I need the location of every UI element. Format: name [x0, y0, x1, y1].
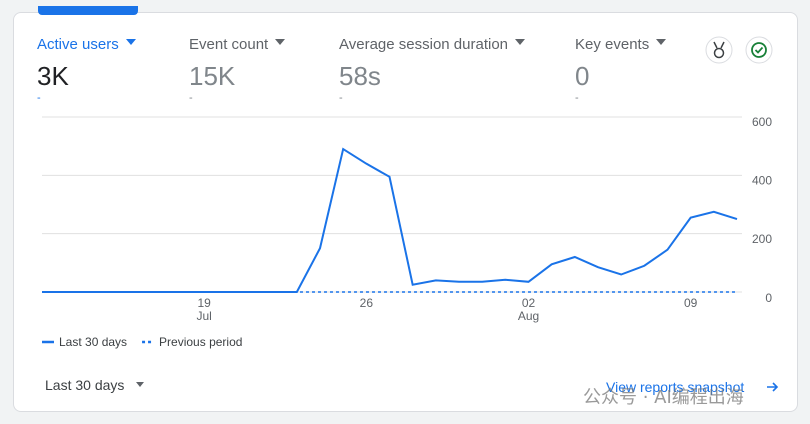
- series-line: [42, 147, 738, 293]
- metric-tab[interactable]: Event count 15K -: [189, 36, 285, 104]
- watermark: 公众号 · AI编程出海: [583, 387, 744, 408]
- metric-label: Active users: [37, 36, 136, 53]
- y-tick-label: 400: [752, 174, 772, 188]
- card: [13, 12, 798, 412]
- metric-value: 3K: [37, 61, 69, 91]
- metric-label: Event count: [189, 36, 285, 53]
- metric-label: Key events: [575, 36, 666, 53]
- metric-sub: -: [189, 92, 193, 104]
- date-range-select[interactable]: Last 30 days: [45, 377, 144, 393]
- metric-value: 0: [575, 61, 590, 91]
- metric-value: 15K: [189, 61, 236, 91]
- metric-value: 58s: [339, 61, 381, 91]
- tab-indicator: [38, 6, 138, 15]
- metric-label: Average session duration: [339, 36, 525, 53]
- metric-sub: -: [339, 92, 343, 104]
- metric-sub: -: [37, 92, 41, 104]
- legend-label: Last 30 days: [59, 335, 127, 349]
- x-tick-label: 19: [197, 296, 211, 310]
- legend-label: Previous period: [159, 335, 242, 349]
- x-tick-sublabel: Jul: [196, 309, 211, 323]
- metric-tab[interactable]: Key events 0 -: [575, 36, 666, 104]
- y-tick-label: 0: [765, 291, 772, 305]
- view-snapshot-link[interactable]: View reports snapshot: [606, 379, 745, 395]
- y-tick-label: 200: [752, 232, 772, 246]
- x-tick-label: 02: [522, 296, 536, 310]
- metric-tab[interactable]: Average session duration 58s -: [339, 36, 525, 104]
- metric-sub: -: [575, 92, 579, 104]
- x-tick-sublabel: Aug: [518, 309, 539, 323]
- x-tick-label: 09: [684, 296, 698, 310]
- metric-tab[interactable]: Active users 3K -: [37, 36, 136, 104]
- x-tick-label: 26: [360, 296, 374, 310]
- y-tick-label: 600: [752, 115, 772, 129]
